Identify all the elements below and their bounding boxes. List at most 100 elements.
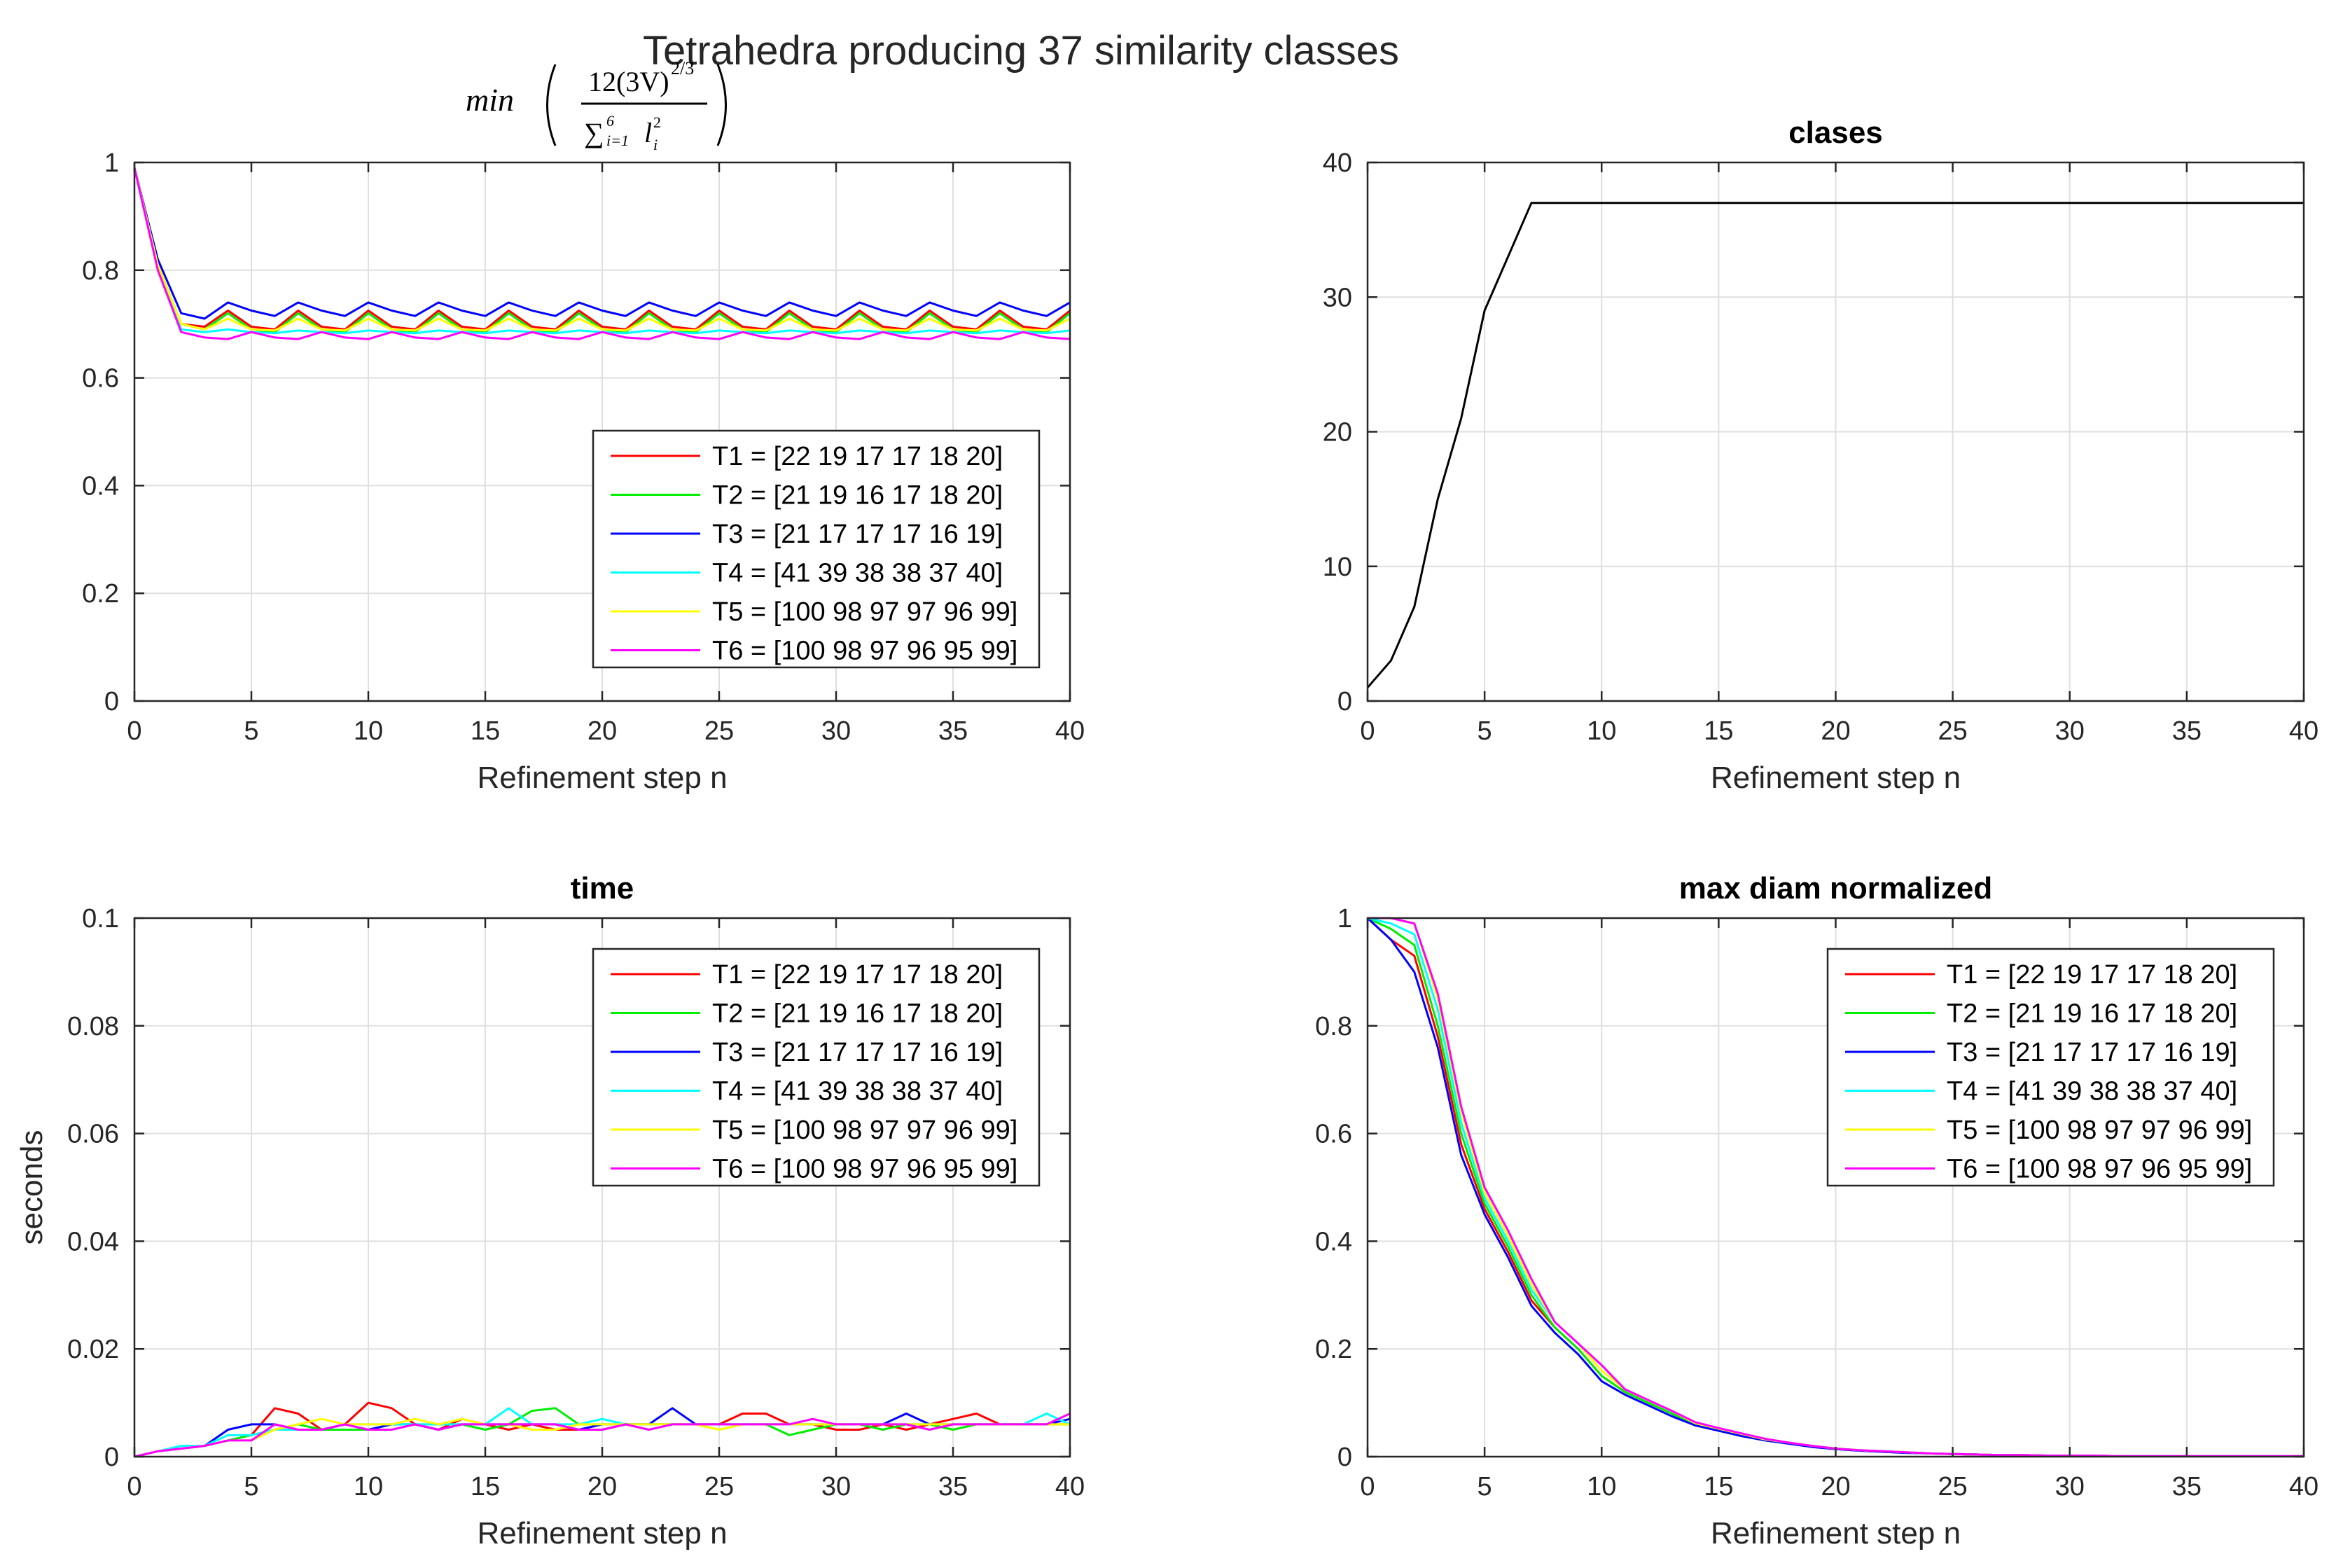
x-tick-label: 0 [1360, 1472, 1375, 1501]
x-tick-label: 30 [821, 716, 851, 746]
subplot-diam: 0 5 10 15 20 25 30 35 40 0 0.2 0.4 0.6 0.8 1 max diam n… [1315, 871, 2318, 1550]
legend: T1 = [22 19 17 17 18 20] T2 = [21 19 16 1… [592, 948, 1041, 1187]
series-line-classes-1 [1366, 202, 2304, 688]
x-tick-label: 40 [2289, 1472, 2318, 1501]
y-tick-label: 0.04 [67, 1227, 119, 1256]
legend-entry-4: T4 = [41 39 38 38 37 40] [712, 559, 1003, 588]
subplot-title: time [571, 871, 634, 906]
x-tick-label: 20 [1821, 716, 1850, 746]
y-tick-label: 0 [1337, 687, 1352, 716]
formula-var-sup: 2 [653, 113, 661, 131]
x-tick-label: 25 [704, 1472, 734, 1501]
legend-box [1826, 948, 2275, 1187]
series-line-time-6 [134, 1413, 1071, 1458]
x-tick-label: 5 [244, 716, 258, 746]
series-line-quality-6 [133, 167, 1071, 340]
y-tick-label: 0.02 [67, 1335, 119, 1364]
y-tick-label: 20 [1323, 418, 1352, 447]
legend-entry-1: T1 = [22 19 17 17 18 20] [1947, 960, 2237, 990]
subplots: 0 5 10 15 20 25 30 35 4000.20.40.60.81Refinement… [15, 116, 2318, 1550]
x-tick-label: 30 [2055, 1472, 2085, 1501]
legend-entry-5: T5 = [100 98 97 97 96 99] [712, 597, 1017, 627]
subplot-title: max diam normalized [1679, 871, 1992, 906]
y-tick-label: 0.08 [67, 1012, 119, 1041]
subplot-quality: 0 5 10 15 20 25 30 35 40 0 0.2 0.4 0.6 0.8 1 Refinement… [82, 148, 1085, 795]
legend-entry-6: T6 = [100 98 97 96 95 99] [1947, 1155, 2252, 1184]
y-tick-label: 40 [1323, 148, 1352, 178]
formula-func: min [466, 82, 514, 118]
formula-right-paren [716, 64, 727, 146]
y-tick-label: 0 [104, 687, 119, 716]
legend-entry-2: T2 = [21 19 16 17 18 20] [712, 999, 1003, 1029]
x-tick-label: 15 [471, 1472, 500, 1501]
y-tick-label: 0.2 [1315, 1335, 1352, 1364]
x-tick-label: 35 [938, 716, 968, 746]
subplot-title: clases [1788, 116, 1883, 150]
x-tick-label: 35 [2172, 1472, 2202, 1501]
legend-entry-3: T3 = [21 17 17 17 16 19] [712, 520, 1003, 549]
x-tick-label: 25 [1938, 1472, 1967, 1501]
y-tick-label: 0.8 [82, 256, 119, 286]
x-axis-label: Refinement step n [1711, 761, 1961, 795]
legend-entry-3: T3 = [21 17 17 17 16 19] [712, 1038, 1003, 1067]
legend-entry-6: T6 = [100 98 97 96 95 99] [712, 1155, 1017, 1184]
formula-sum-lower: i=1 [606, 132, 629, 149]
series-line-time-5 [134, 1417, 1070, 1458]
legend-entry-6: T6 = [100 98 97 96 95 99] [712, 637, 1017, 666]
legend-box [592, 429, 1041, 669]
legend-entry-2: T2 = [21 19 16 17 18 20] [1947, 999, 2237, 1029]
x-tick-label: 15 [1704, 716, 1733, 746]
subplot-time: 0 5 10 15 20 25 30 35 40 0 0.02 0.04 0.06 0.08 0.1 time… [15, 871, 1085, 1550]
formula-sum-symbol: ∑ [584, 117, 604, 148]
formula-numerator-exp: 2/3 [671, 58, 694, 78]
x-tick-label: 15 [1704, 1472, 1733, 1501]
x-tick-label: 10 [354, 1472, 383, 1501]
x-tick-label: 15 [471, 716, 500, 746]
x-axis-label: Refinement step n [477, 761, 727, 795]
x-tick-label: 40 [2289, 716, 2318, 746]
formula-var: l [644, 117, 652, 148]
legend: T1 = [22 19 17 17 18 20] T2 = [21 19 16 1… [592, 429, 1041, 669]
x-axis-label: Refinement step n [477, 1516, 727, 1550]
x-tick-label: 20 [588, 1472, 617, 1501]
y-tick-label: 0.2 [82, 579, 119, 609]
figure-title: Tetrahedra producing 37 similarity class… [643, 28, 1399, 74]
legend-entry-4: T4 = [41 39 38 38 37 40] [712, 1077, 1003, 1106]
y-axis-label: seconds [15, 1130, 49, 1245]
x-tick-label: 5 [1478, 716, 1492, 746]
y-tick-label: 0.8 [1315, 1012, 1352, 1041]
x-tick-label: 30 [2055, 716, 2085, 746]
y-tick-label: 0.06 [67, 1120, 119, 1149]
formula-title: min 12(3V) 2/3 ∑ 6 i=1 l i 2 [466, 58, 727, 153]
legend-entry-4: T4 = [41 39 38 38 37 40] [1947, 1077, 2237, 1106]
y-tick-label: 10 [1323, 553, 1352, 582]
x-tick-label: 20 [588, 716, 617, 746]
x-tick-label: 25 [1938, 716, 1967, 746]
x-tick-label: 25 [704, 716, 734, 746]
formula-left-paren [546, 64, 557, 146]
legend-entry-1: T1 = [22 19 17 17 18 20] [712, 442, 1003, 471]
legend-entry-1: T1 = [22 19 17 17 18 20] [712, 960, 1003, 990]
formula-numerator-base: 12(3V) [588, 66, 669, 97]
x-tick-label: 40 [1055, 1472, 1085, 1501]
x-axis-label: Refinement step n [1711, 1516, 1961, 1550]
legend-entry-5: T5 = [100 98 97 97 96 99] [712, 1116, 1017, 1145]
x-tick-label: 30 [821, 1472, 851, 1501]
x-tick-label: 35 [938, 1472, 968, 1501]
y-tick-label: 1 [104, 148, 119, 178]
x-tick-label: 35 [2172, 716, 2202, 746]
legend-entry-2: T2 = [21 19 16 17 18 20] [712, 481, 1003, 511]
x-tick-label: 5 [1478, 1472, 1492, 1501]
x-tick-label: 40 [1055, 716, 1085, 746]
y-tick-label: 30 [1323, 283, 1352, 312]
x-tick-label: 5 [244, 1472, 258, 1501]
x-tick-label: 0 [127, 716, 141, 746]
y-tick-label: 1 [1337, 904, 1352, 934]
x-tick-label: 0 [127, 1472, 141, 1501]
y-tick-label: 0.1 [82, 904, 119, 934]
y-tick-label: 0 [1337, 1443, 1352, 1472]
y-tick-label: 0.6 [82, 364, 119, 394]
y-tick-label: 0.6 [1315, 1120, 1352, 1149]
series-line-quality-1 [133, 167, 1071, 331]
